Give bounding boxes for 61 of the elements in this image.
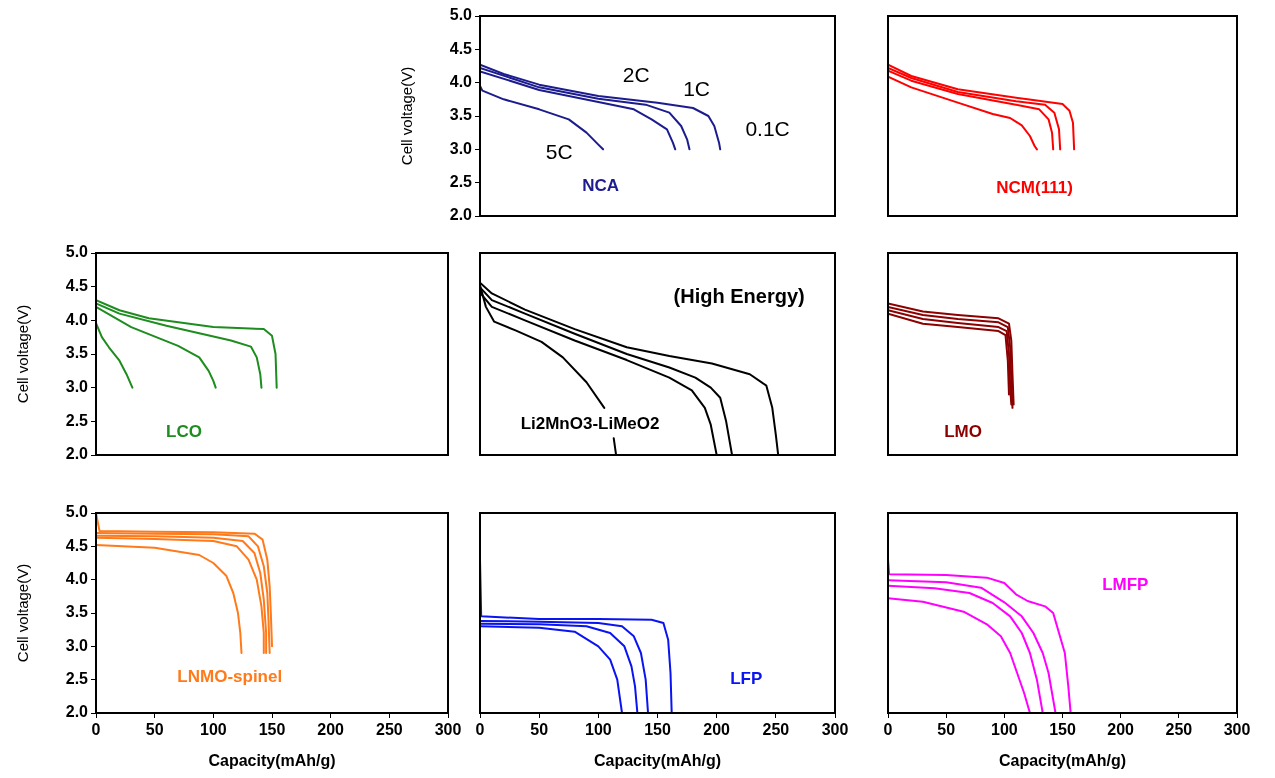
y-tick-label: 3.0: [65, 636, 89, 654]
y-tick-label: 2.5: [65, 411, 89, 429]
x-tick-label: 100: [990, 721, 1018, 739]
text: LCO: [166, 422, 202, 442]
text: LFP: [730, 668, 763, 688]
y-tick-label: 4.0: [65, 310, 89, 328]
x-tick-label: 200: [703, 721, 731, 739]
x-tick-label: 250: [375, 721, 403, 739]
x-axis-title: Capacity(mAh/g): [208, 751, 336, 769]
x-tick-label: 0: [475, 721, 485, 739]
x-tick-label: 0: [91, 721, 101, 739]
x-tick-label: 300: [434, 721, 462, 739]
y-tick-label: 4.0: [449, 73, 473, 91]
y-tick-label: 4.5: [65, 536, 89, 554]
x-tick-label: 150: [258, 721, 286, 739]
x-tick-label: 50: [530, 721, 549, 739]
text: LMO: [944, 422, 982, 442]
x-tick-label: 0: [883, 721, 893, 739]
y-tick-label: 4.5: [449, 39, 473, 57]
text: LNMO-spinel: [177, 666, 283, 686]
y-axis-title: Cell voltage(V): [14, 563, 32, 663]
y-tick-label: 3.5: [65, 344, 89, 362]
x-tick-label: 100: [199, 721, 227, 739]
y-tick-label: 4.0: [65, 570, 89, 588]
y-tick-label: 3.0: [65, 378, 89, 396]
y-axis-title: Cell voltage(V): [398, 66, 416, 166]
y-tick-label: 5.0: [65, 243, 89, 261]
text: NCA: [582, 175, 620, 195]
text: LMFP: [1102, 574, 1149, 594]
x-axis-title: Capacity(mAh/g): [998, 751, 1127, 769]
text: NCM(111): [996, 177, 1073, 197]
x-tick-label: 50: [145, 721, 164, 739]
x-tick-label: 150: [644, 721, 671, 739]
y-axis-title: Cell voltage(V): [14, 304, 32, 404]
x-axis-title: Capacity(mAh/g): [593, 751, 722, 769]
y-tick-label: 3.5: [449, 106, 473, 124]
x-tick-label: 150: [1049, 721, 1076, 739]
x-tick-label: 200: [317, 721, 345, 739]
x-tick-label: 250: [1165, 721, 1193, 739]
x-tick-label: 200: [1107, 721, 1135, 739]
y-tick-label: 2.0: [449, 206, 473, 224]
text: Li2MnO3-LiMeO2: [520, 414, 660, 434]
y-tick-label: 5.0: [65, 503, 89, 521]
annotation: 0.1C: [745, 116, 790, 140]
y-tick-label: 3.5: [65, 603, 89, 621]
y-tick-label: 2.0: [65, 445, 89, 463]
y-tick-label: 2.5: [449, 173, 473, 191]
x-tick-label: 50: [937, 721, 956, 739]
y-tick-label: 2.5: [65, 670, 89, 688]
y-tick-label: 4.5: [65, 277, 89, 295]
text: (High Energy): [673, 284, 805, 307]
y-tick-label: 3.0: [449, 139, 473, 157]
annotation: 1C: [683, 76, 710, 100]
x-tick-label: 250: [762, 721, 790, 739]
y-tick-label: 5.0: [449, 6, 473, 24]
x-tick-label: 300: [821, 721, 849, 739]
x-tick-label: 100: [584, 721, 612, 739]
x-tick-label: 300: [1223, 721, 1251, 739]
annotation: 2C: [622, 62, 650, 86]
annotation: 5C: [545, 139, 573, 163]
y-tick-label: 2.0: [65, 703, 89, 721]
